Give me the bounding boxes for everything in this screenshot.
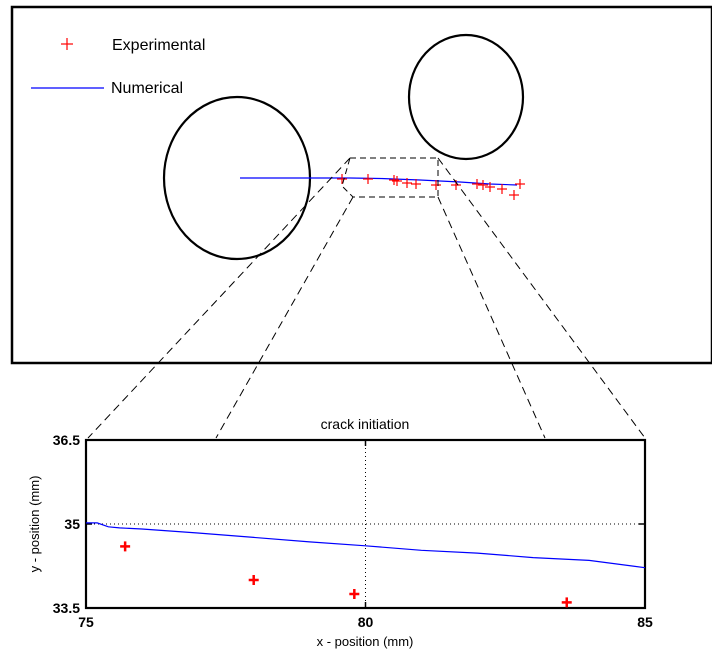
series-experimental-markers	[120, 541, 572, 608]
overview-experimental-point	[472, 179, 482, 189]
overview-numerical-line	[240, 177, 518, 186]
x-tick-label: 75	[78, 614, 94, 630]
overview-experimental-point	[497, 184, 507, 194]
legend-label-numerical: Numerical	[111, 80, 183, 97]
overview-experimental-point	[392, 176, 402, 186]
connector-outer-right	[437, 157, 646, 439]
series-numerical-line	[86, 522, 646, 569]
legend-label-experimental: Experimental	[112, 37, 205, 54]
overview-experimental-point	[337, 174, 347, 184]
zoom-window	[341, 157, 439, 198]
experimental-point	[248, 575, 259, 585]
overview-experimental-point	[485, 182, 495, 192]
zoom-connectors	[87, 157, 646, 439]
y-axis-label: y - position (mm)	[27, 476, 42, 573]
connector-inner-right	[437, 196, 546, 439]
x-axis-label: x - position (mm)	[317, 634, 414, 649]
overview-experimental-point	[363, 174, 373, 184]
connector-inner-left	[215, 196, 354, 439]
experimental-point	[349, 589, 360, 599]
overview-experimental-point	[402, 178, 412, 188]
y-tick-label: 35	[64, 516, 80, 532]
connector-outer-left	[87, 157, 351, 439]
overview-experimental-point	[411, 179, 421, 189]
x-tick-label: 80	[358, 614, 374, 630]
experimental-point	[120, 541, 131, 552]
experimental-point	[561, 597, 572, 608]
overview-experimental-point	[431, 180, 441, 190]
x-tick-label: 85	[637, 614, 653, 630]
legend-marker-experimental	[61, 38, 73, 50]
legend: Experimental Numerical	[31, 37, 205, 97]
chart-title: crack initiation	[321, 416, 410, 432]
overview-panel: Experimental Numerical	[10, 5, 712, 365]
hole-right	[407, 33, 525, 161]
y-tick-label: 33.5	[53, 600, 80, 616]
y-tick-label: 36.5	[53, 432, 80, 448]
specimen-frame	[10, 5, 712, 365]
overview-experimental-point	[509, 190, 519, 200]
zoom-chart: crack initiation 75 80 85 33.5 35 36.5 x - po…	[27, 416, 653, 649]
axis-ticks: 75 80 85 33.5 35 36.5	[53, 432, 653, 630]
overview-experimental-markers	[337, 174, 525, 200]
grid	[86, 440, 645, 608]
overview-experimental-point	[515, 179, 525, 189]
overview-experimental-point	[478, 180, 488, 190]
